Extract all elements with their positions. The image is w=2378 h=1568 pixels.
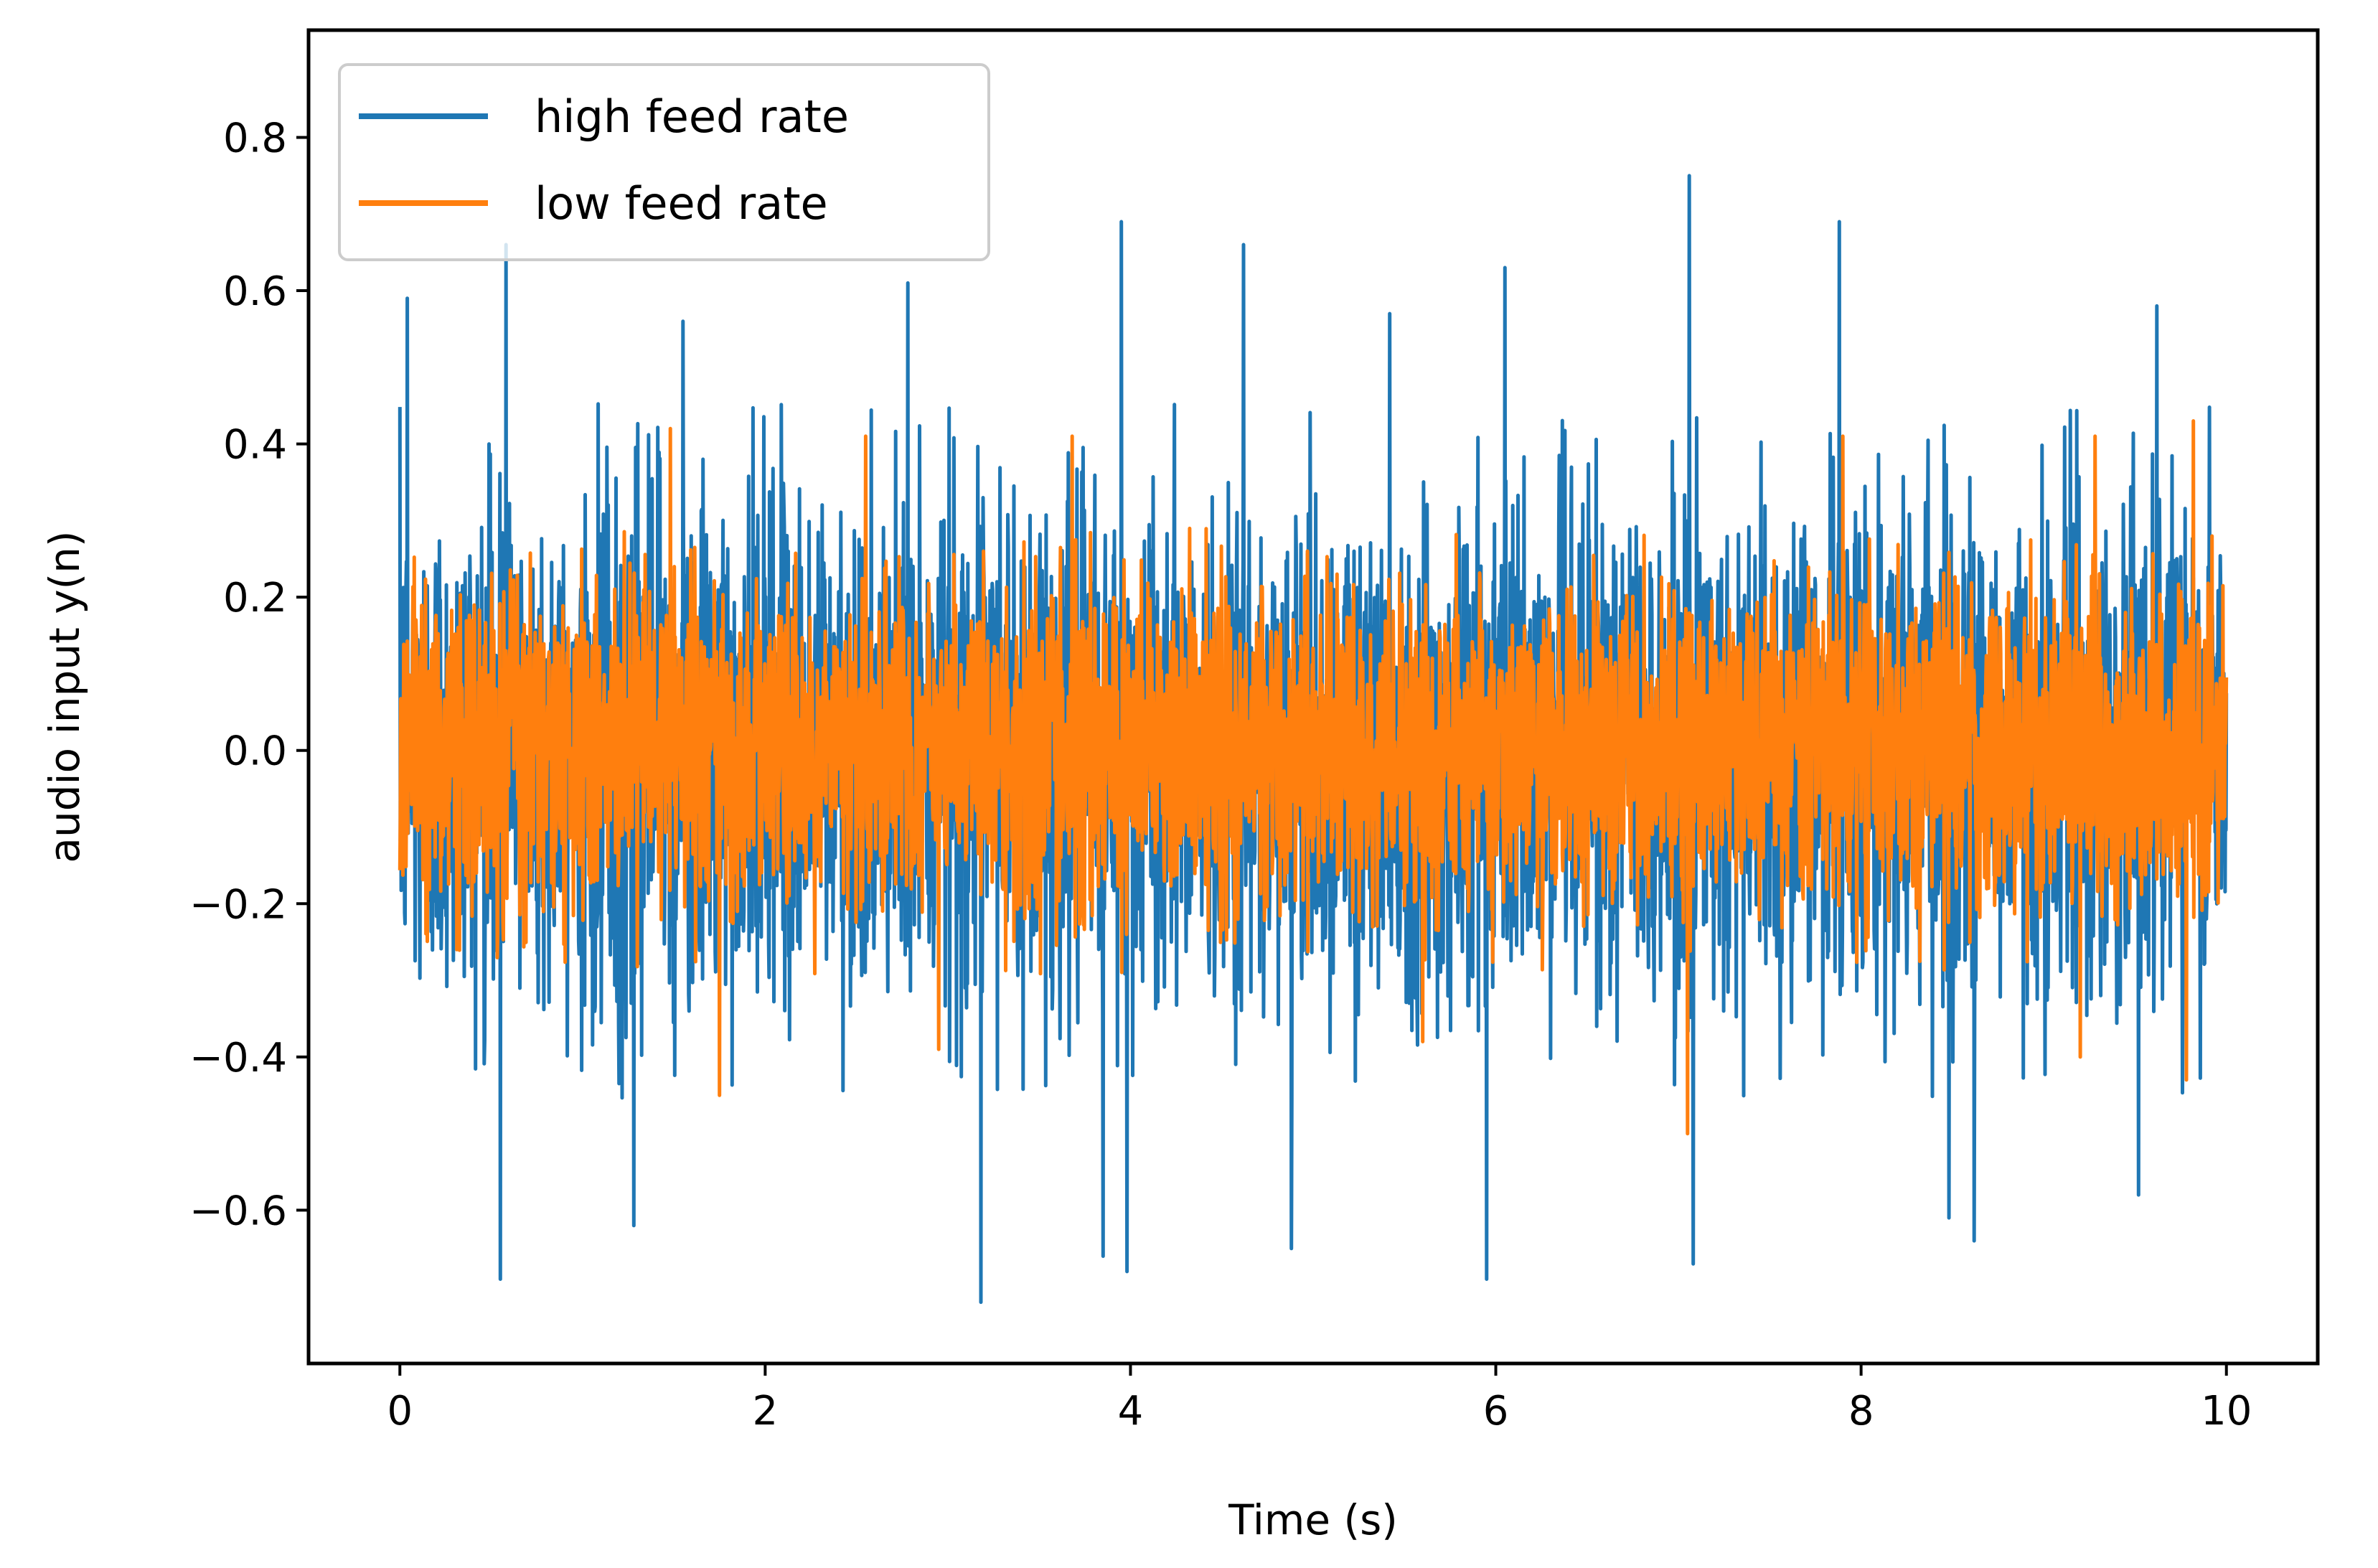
x-tick-label: 6 (1483, 1388, 1509, 1435)
y-tick-label: −0.2 (189, 881, 287, 928)
y-tick-label: 0.6 (223, 268, 287, 315)
x-tick-label: 0 (387, 1388, 413, 1435)
x-axis: 0 2 4 6 8 10 (387, 1363, 2252, 1435)
legend-box (338, 63, 990, 261)
legend-label-high-feed-rate: high feed rate (535, 90, 849, 143)
y-axis-label: audio input y(n) (40, 530, 89, 863)
x-tick-label: 2 (753, 1388, 779, 1435)
x-tick-label: 4 (1118, 1388, 1144, 1435)
y-tick-label: −0.4 (189, 1035, 287, 1081)
y-tick-label: 0.0 (223, 728, 287, 775)
y-tick-label: 0.4 (223, 422, 287, 469)
y-tick-label: 0.8 (223, 115, 287, 161)
y-tick-label: −0.6 (189, 1188, 287, 1234)
x-tick-label: 8 (1848, 1388, 1874, 1435)
y-axis: −0.6 −0.4 −0.2 0.0 0.2 0.4 0.6 0.8 (189, 115, 309, 1234)
series-layer (398, 174, 2229, 1305)
legend: high feed rate low feed rate (338, 63, 990, 261)
plot-frame (306, 28, 2320, 1366)
x-tick-label: 10 (2201, 1388, 2252, 1435)
series-line-low-feed-rate (398, 419, 2229, 1136)
x-axis-label: Time (s) (1228, 1496, 1398, 1544)
legend-label-low-feed-rate: low feed rate (535, 177, 828, 230)
y-tick-label: 0.2 (223, 575, 287, 621)
